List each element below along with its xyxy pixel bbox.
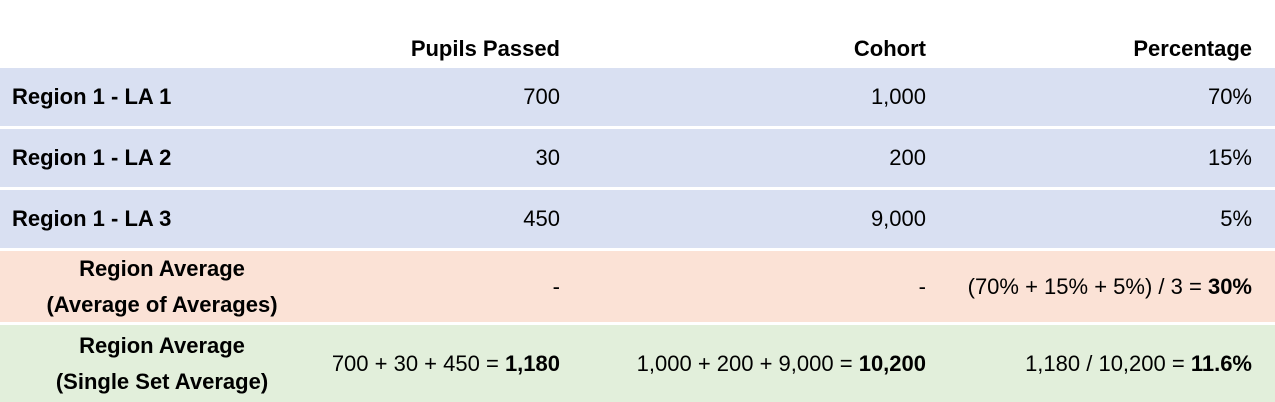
average-of-averages-cohort: - xyxy=(918,273,926,299)
cohort-formula: 1,000 + 200 + 9,000 = xyxy=(636,350,853,376)
passed-result: 1,180 xyxy=(504,350,560,376)
single-set-average-row: Region Average (Single Set Average) 700 … xyxy=(0,325,1275,402)
single-set-average-passed: 700 + 30 + 450 = 1,180 xyxy=(262,325,560,402)
single-set-average-percentage: 1,180 / 10,200 = 11.6% xyxy=(930,325,1252,402)
average-of-averages-passed: - xyxy=(552,273,560,299)
cohort-result: 10,200 xyxy=(858,350,926,376)
single-set-average-label: Region Average (Single Set Average) xyxy=(12,325,312,402)
average-of-averages-row: Region Average (Average of Averages) - -… xyxy=(0,251,1275,322)
percentage-result: 30% xyxy=(1207,273,1252,299)
percentage-formula: 1,180 / 10,200 = xyxy=(1025,350,1185,376)
header-percentage: Percentage xyxy=(1133,36,1252,61)
row-cohort: 1,000 xyxy=(870,84,926,109)
row-passed: 450 xyxy=(523,206,560,231)
percentage-result: 11.6% xyxy=(1190,350,1252,376)
row-percentage: 70% xyxy=(1207,84,1252,109)
label-line-1: Region Average xyxy=(79,255,245,281)
row-passed: 30 xyxy=(535,145,560,170)
average-of-averages-percentage: (70% + 15% + 5%) / 3 = 30% xyxy=(930,251,1252,322)
table-row: Region 1 - LA 3 450 9,000 5% xyxy=(0,190,1275,248)
single-set-average-cohort: 1,000 + 200 + 9,000 = 10,200 xyxy=(580,325,926,402)
header-pupils-passed: Pupils Passed xyxy=(410,36,560,61)
row-label: Region 1 - LA 1 xyxy=(12,84,172,109)
table-row: Region 1 - LA 2 30 200 15% xyxy=(0,129,1275,187)
percentage-formula: (70% + 15% + 5%) / 3 = xyxy=(967,273,1202,299)
label-line-2: (Single Set Average) xyxy=(55,368,269,394)
row-cohort: 200 xyxy=(889,145,926,170)
row-cohort: 9,000 xyxy=(870,206,926,231)
row-percentage: 15% xyxy=(1207,145,1252,170)
row-label: Region 1 - LA 2 xyxy=(12,145,172,170)
label-line-1: Region Average xyxy=(79,332,245,358)
table-row: Region 1 - LA 1 700 1,000 70% xyxy=(0,68,1275,126)
passed-formula: 700 + 30 + 450 = xyxy=(331,350,499,376)
header-cohort: Cohort xyxy=(853,36,926,61)
row-label: Region 1 - LA 3 xyxy=(12,206,172,231)
row-percentage: 5% xyxy=(1220,206,1252,231)
label-line-2: (Average of Averages) xyxy=(46,291,278,317)
average-of-averages-label: Region Average (Average of Averages) xyxy=(12,251,312,322)
table-header: Pupils Passed Cohort Percentage xyxy=(0,30,1275,68)
row-passed: 700 xyxy=(523,84,560,109)
